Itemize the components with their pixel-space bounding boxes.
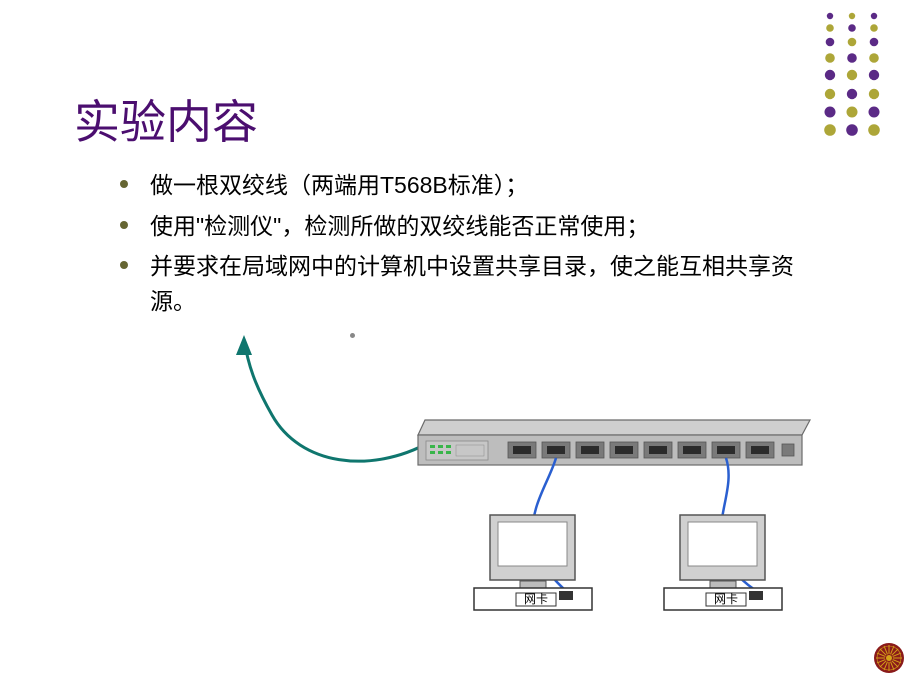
nic-label: 网卡 bbox=[714, 592, 738, 606]
bullet-item: 使用"检测仪"，检测所做的双绞线能否正常使用； bbox=[112, 209, 812, 244]
computer-right: 网卡 bbox=[664, 515, 782, 610]
cable-green bbox=[244, 339, 430, 461]
arrow-head-icon bbox=[236, 335, 252, 355]
network-switch bbox=[418, 420, 810, 465]
bullet-item: 并要求在局域网中的计算机中设置共享目录，使之能互相共享资源。 bbox=[112, 249, 812, 318]
slide-title: 实验内容 bbox=[74, 86, 258, 152]
bullet-list: 做一根双绞线（两端用T568B标准）； 使用"检测仪"，检测所做的双绞线能否正常… bbox=[112, 168, 812, 324]
bullet-item: 做一根双绞线（两端用T568B标准）； bbox=[112, 168, 812, 203]
corner-dot-decoration bbox=[810, 8, 900, 143]
computer-left: 网卡 bbox=[474, 515, 592, 610]
rosette-icon bbox=[872, 641, 906, 680]
network-diagram: 网卡 网卡 bbox=[0, 335, 920, 695]
nic-label: 网卡 bbox=[524, 592, 548, 606]
